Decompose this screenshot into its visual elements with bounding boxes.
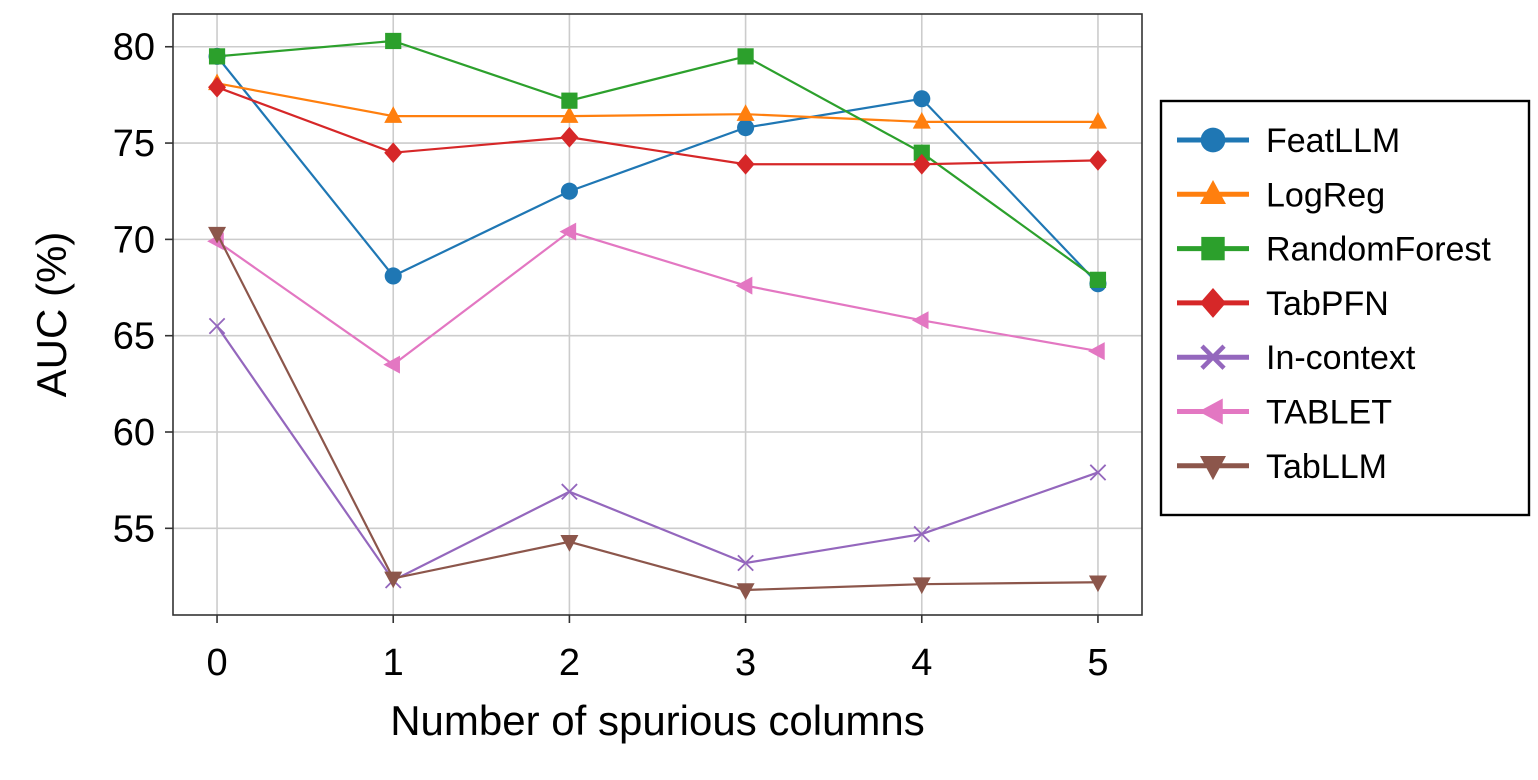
data-point — [736, 583, 755, 600]
legend-marker — [1200, 287, 1226, 318]
data-point — [911, 311, 929, 330]
data-point — [912, 577, 931, 595]
series-tabllm — [208, 226, 1107, 600]
series-line — [216, 230, 1099, 366]
x-tick-label: 3 — [735, 642, 756, 684]
data-point — [208, 76, 227, 98]
legend-item: LogReg — [1177, 176, 1385, 214]
data-point — [737, 554, 754, 572]
series-tabpfn — [208, 76, 1107, 175]
data-point — [913, 90, 931, 108]
legend-label: TabLLM — [1266, 448, 1387, 486]
data-point — [735, 276, 753, 295]
data-point — [561, 483, 578, 501]
data-point — [208, 317, 226, 335]
data-point — [737, 119, 755, 137]
y-ticks: 55 60 65 70 75 80 — [113, 27, 173, 550]
series-lines — [207, 32, 1107, 600]
legend-item: TABLET — [1177, 394, 1392, 432]
legend-item: TabPFN — [1177, 285, 1389, 323]
legend-marker — [1200, 344, 1226, 370]
data-point — [1089, 271, 1107, 288]
data-point — [737, 48, 754, 65]
y-tick-label: 60 — [113, 412, 155, 454]
legend-box — [1159, 99, 1531, 517]
series-logreg — [208, 73, 1107, 129]
legend-label: LogReg — [1266, 176, 1385, 214]
legend-item: FeatLLM — [1177, 122, 1400, 160]
data-point — [384, 106, 403, 123]
legend-label: TABLET — [1266, 394, 1392, 432]
x-tick-label: 1 — [383, 642, 404, 684]
data-point — [383, 355, 400, 374]
y-tick-label: 55 — [113, 508, 155, 550]
legend-marker — [1200, 127, 1226, 153]
data-point — [1088, 575, 1107, 593]
data-point — [913, 144, 930, 161]
data-point — [384, 267, 402, 285]
data-point — [560, 126, 579, 148]
series-randomforest — [208, 32, 1107, 288]
data-point — [1088, 150, 1107, 171]
plot-frame — [172, 13, 1143, 616]
legend-marker — [1198, 398, 1223, 425]
legend-label: FeatLLM — [1266, 122, 1400, 160]
data-point — [560, 182, 578, 200]
series-line — [216, 325, 1099, 582]
data-point — [1089, 464, 1107, 481]
data-point — [208, 48, 226, 65]
legend-marker — [1200, 456, 1226, 481]
series-tablet — [207, 222, 1105, 374]
series-line — [216, 233, 1098, 592]
data-point — [560, 106, 579, 123]
series-in-context — [208, 317, 1107, 589]
series-line — [216, 39, 1099, 281]
data-point — [384, 571, 403, 589]
data-point — [736, 104, 755, 121]
x-ticks: 0 1 2 3 4 5 — [206, 615, 1109, 684]
data-point — [561, 92, 578, 109]
x-tick-label: 0 — [206, 642, 227, 684]
data-point — [1088, 111, 1107, 129]
data-point — [1088, 342, 1105, 361]
legend-item: TabLLM — [1177, 448, 1387, 486]
grid — [173, 14, 1142, 615]
data-point — [385, 32, 402, 50]
x-axis-label: Number of spurious columns — [390, 697, 925, 744]
series-line — [216, 55, 1099, 285]
data-point — [912, 111, 931, 129]
data-point — [384, 142, 403, 164]
legend-label: TabPFN — [1266, 285, 1389, 323]
legend-item: In-context — [1177, 339, 1416, 377]
data-point — [912, 153, 931, 175]
legend: FeatLLM LogReg RandomForest TabPFN In-contex… — [1159, 99, 1531, 517]
legend-item: RandomForest — [1177, 231, 1491, 269]
y-tick-label: 75 — [113, 123, 155, 165]
y-tick-label: 70 — [113, 219, 155, 261]
data-point — [913, 525, 931, 543]
y-axis-label: AUC (%) — [28, 232, 75, 398]
data-point — [208, 226, 227, 244]
series-featllm — [208, 47, 1107, 293]
data-point — [736, 153, 755, 175]
x-tick-label: 4 — [911, 642, 932, 684]
legend-label: In-context — [1266, 339, 1416, 377]
series-line — [216, 86, 1098, 166]
legend-marker — [1201, 236, 1225, 261]
legend-label: RandomForest — [1266, 231, 1491, 269]
series-line — [216, 82, 1098, 123]
legend-marker — [1200, 180, 1226, 205]
data-point — [559, 222, 577, 241]
x-tick-label: 5 — [1087, 642, 1108, 684]
data-point — [560, 535, 579, 552]
y-tick-label: 80 — [113, 27, 155, 69]
x-tick-label: 2 — [559, 642, 580, 684]
y-tick-label: 65 — [113, 316, 155, 358]
